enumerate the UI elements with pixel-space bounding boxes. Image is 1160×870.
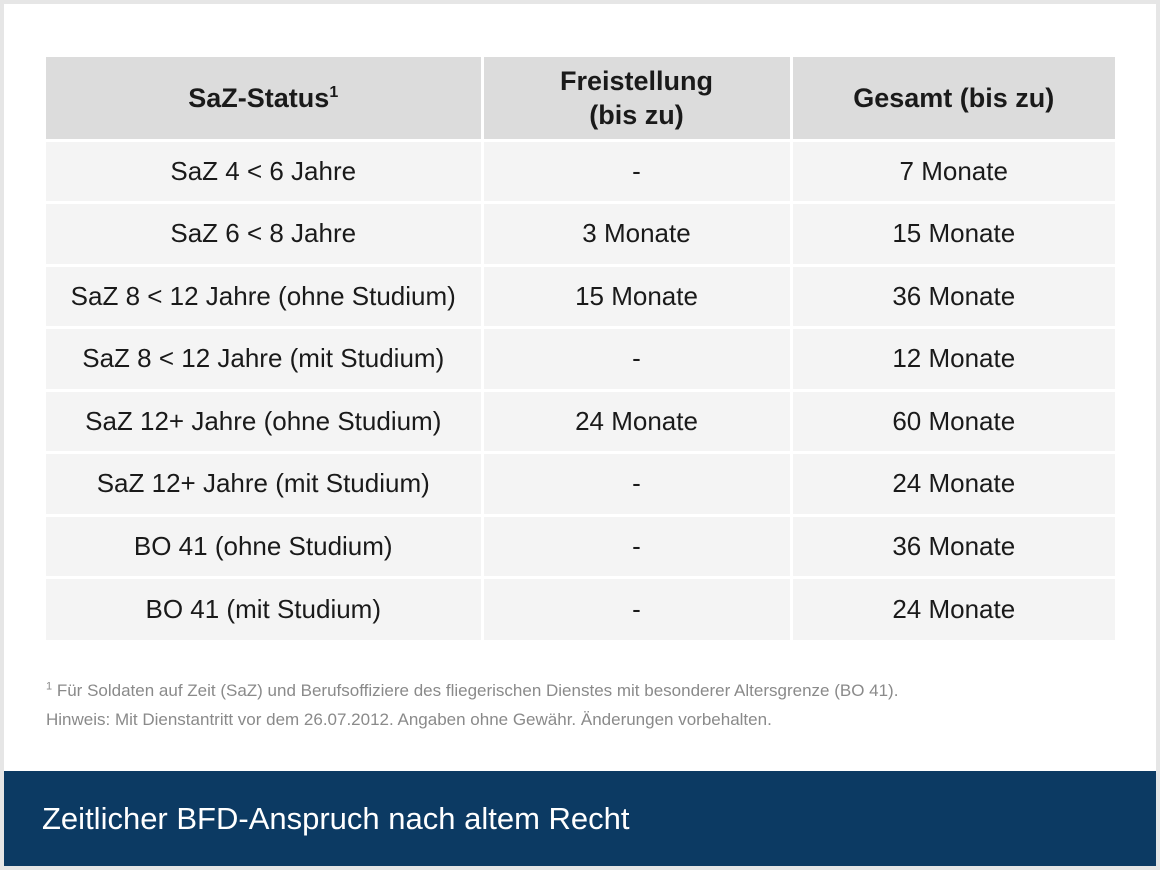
header-freistellung-line2: (bis zu) <box>589 99 684 130</box>
table-row: SaZ 12+ Jahre (ohne Studium) 24 Monate 60 … <box>46 390 1115 454</box>
footer-title: Zeitlicher BFD-Anspruch nach altem Recht <box>42 801 630 836</box>
table-row: SaZ 8 < 12 Jahre (mit Studium) -12 Monate <box>46 327 1115 392</box>
cell-freistellung: - <box>482 140 793 204</box>
cell-status: SaZ 8 < 12 Jahre (ohne Studium) <box>46 265 484 329</box>
footnote-marker: 1 <box>46 680 53 693</box>
header-freistellung-line1: Freistellung <box>559 65 714 96</box>
table-header-row: SaZ-Status1 Freistellung (bis zu) Gesamt … <box>46 57 1115 142</box>
table-container: SaZ-Status1 Freistellung (bis zu) Gesamt … <box>46 57 1115 640</box>
table-row: SaZ 8 < 12 Jahre (ohne Studium) 15 Monate… <box>46 265 1115 329</box>
cell-freistellung: 3 Monate <box>482 202 793 267</box>
table-body: SaZ 4 < 6 Jahre -7 Monate SaZ 6 < 8 Jahre 3… <box>46 140 1115 640</box>
table-row: SaZ 4 < 6 Jahre -7 Monate <box>46 140 1115 204</box>
cell-status: SaZ 8 < 12 Jahre (mit Studium) <box>46 327 484 392</box>
cell-gesamt: 7 Monate <box>791 140 1115 204</box>
header-gesamt: Gesamt (bis zu) <box>791 57 1115 142</box>
header-gesamt-label: Gesamt (bis zu) <box>853 82 1055 113</box>
cell-gesamt: 24 Monate <box>791 577 1115 640</box>
cell-gesamt: 36 Monate <box>791 515 1115 579</box>
table-row: SaZ 6 < 8 Jahre 3 Monate 15 Monate <box>46 202 1115 267</box>
info-card: SaZ-Status1 Freistellung (bis zu) Gesamt … <box>4 4 1156 866</box>
cell-freistellung: - <box>482 515 793 579</box>
cell-freistellung: 15 Monate <box>482 265 793 329</box>
footnote-line: 1 Für Soldaten auf Zeit (SaZ) und Berufs… <box>46 676 1116 705</box>
cell-status: SaZ 12+ Jahre (ohne Studium) <box>46 390 484 454</box>
table-row: SaZ 12+ Jahre (mit Studium) -24 Monate <box>46 452 1115 517</box>
header-footnote-marker: 1 <box>329 83 339 101</box>
cell-status: BO 41 (ohne Studium) <box>46 515 484 579</box>
cell-freistellung: - <box>482 577 793 640</box>
footnotes: 1 Für Soldaten auf Zeit (SaZ) und Berufs… <box>46 676 1116 734</box>
cell-status: SaZ 12+ Jahre (mit Studium) <box>46 452 484 517</box>
cell-freistellung: 24 Monate <box>482 390 793 454</box>
footer-banner: Zeitlicher BFD-Anspruch nach altem Recht <box>4 771 1156 866</box>
cell-gesamt: 60 Monate <box>791 390 1115 454</box>
footnote-text: Für Soldaten auf Zeit (SaZ) und Berufsof… <box>52 681 899 700</box>
cell-gesamt: 12 Monate <box>791 327 1115 392</box>
hint-line: Hinweis: Mit Dienstantritt vor dem 26.07… <box>46 710 772 729</box>
header-freistellung: Freistellung (bis zu) <box>482 57 793 142</box>
cell-status: BO 41 (mit Studium) <box>46 577 484 640</box>
cell-freistellung: - <box>482 327 793 392</box>
cell-gesamt: 24 Monate <box>791 452 1115 517</box>
bfd-entitlement-table: SaZ-Status1 Freistellung (bis zu) Gesamt … <box>46 57 1115 640</box>
cell-status: SaZ 6 < 8 Jahre <box>46 202 484 267</box>
table-row: BO 41 (mit Studium) -24 Monate <box>46 577 1115 640</box>
header-saz-status: SaZ-Status1 <box>46 57 484 142</box>
cell-freistellung: - <box>482 452 793 517</box>
cell-gesamt: 15 Monate <box>791 202 1115 267</box>
cell-gesamt: 36 Monate <box>791 265 1115 329</box>
table-row: BO 41 (ohne Studium) -36 Monate <box>46 515 1115 579</box>
cell-status: SaZ 4 < 6 Jahre <box>46 140 484 204</box>
header-saz-status-label: SaZ-Status <box>188 82 330 113</box>
